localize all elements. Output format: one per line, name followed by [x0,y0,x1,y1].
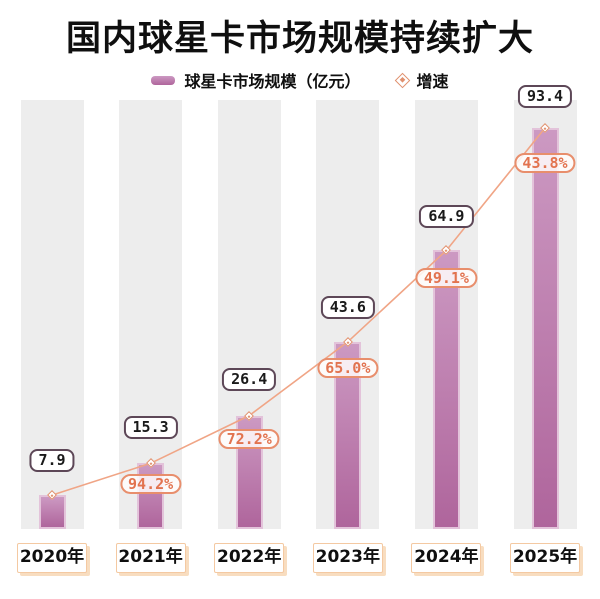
x-axis-year-label: 2021年 [115,543,186,573]
market-size-value-label: 26.4 [222,367,277,391]
growth-rate-label: 65.0% [317,357,379,378]
page-title: 国内球星卡市场规模持续扩大 [65,19,534,59]
market-size-value-label: 64.9 [419,205,474,229]
growth-rate-label: 43.8% [514,152,576,173]
x-axis-year-label: 2023年 [312,543,383,573]
x-axis-year-label: 2020年 [17,543,87,573]
growth-rate-label: 94.2% [120,474,182,495]
market-size-bar [531,127,559,529]
market-size-value-label: 43.6 [320,295,375,319]
marker-dot [444,248,448,252]
x-axis-year-label: 2025年 [510,543,580,573]
growth-rate-label: 72.2% [218,428,280,449]
marker-dot [247,414,251,418]
marker-dot [346,340,350,344]
marker-dot [149,461,153,465]
market-size-bar [432,250,460,529]
market-size-value-label: 15.3 [123,416,178,440]
legend-growth-label: 增速 [416,72,449,91]
x-axis-year-label: 2022年 [214,543,285,573]
bar-swatch-icon [151,75,176,85]
legend-item-growth-rate: 增速 [394,68,449,92]
marker-dot [50,493,54,497]
x-axis-year-label: 2024年 [411,543,482,573]
legend-market-label: 球星卡市场规模（亿元） [184,72,361,91]
market-size-bar [38,495,66,529]
market-size-value-label: 93.4 [517,84,573,108]
marker-dot [543,126,547,130]
chart-legend: 球星卡市场规模（亿元） 增速 [0,68,600,92]
growth-rate-label: 49.1% [415,268,477,289]
market-size-bar [137,463,165,529]
legend-item-market-size: 球星卡市场规模（亿元） [151,68,361,92]
market-size-value-label: 7.9 [29,449,75,473]
